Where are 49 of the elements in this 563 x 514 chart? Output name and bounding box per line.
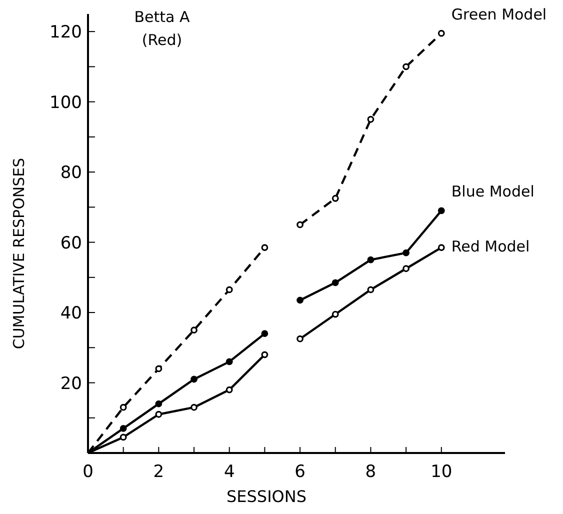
x-axis-title: SESSIONS: [226, 487, 307, 506]
point: [155, 400, 162, 408]
point: [332, 194, 339, 202]
annotation: (Red): [142, 31, 182, 49]
point: [296, 335, 304, 342]
point: [367, 116, 374, 123]
point: [367, 286, 374, 294]
point: [155, 410, 162, 418]
point: [120, 424, 127, 432]
point: [226, 286, 233, 294]
point: [261, 244, 268, 251]
point: [226, 386, 233, 394]
point: [120, 404, 127, 411]
x-tick-label: 4: [224, 462, 235, 482]
series-label: Green Model: [451, 5, 547, 24]
x-tick-label: 8: [365, 462, 376, 482]
point: [402, 63, 410, 70]
y-tick-label: 80: [60, 163, 82, 184]
x-tick-label: 0: [82, 462, 94, 482]
y-tick-label: 120: [50, 22, 82, 43]
annotation: Betta A: [134, 8, 190, 26]
point: [296, 221, 304, 228]
point: [190, 326, 198, 334]
x-tick-label: 6: [294, 462, 306, 482]
point: [261, 330, 268, 338]
point: [296, 296, 304, 304]
point: [438, 30, 445, 37]
point: [226, 358, 233, 366]
point: [438, 244, 445, 251]
x-tick-label: 10: [430, 462, 452, 482]
point: [155, 365, 162, 372]
point: [367, 256, 374, 264]
y-tick-label: 20: [60, 374, 82, 394]
point: [332, 279, 339, 286]
y-tick-label: 40: [60, 304, 82, 324]
y-axis-title: CUMULATIVE RESPONSES: [10, 158, 28, 350]
point: [190, 376, 198, 383]
point: [332, 310, 339, 318]
series-label: Blue Model: [451, 182, 534, 201]
series-label: Red Model: [451, 238, 530, 256]
point: [438, 207, 445, 214]
point: [190, 404, 198, 411]
point: [402, 265, 410, 272]
point: [120, 434, 127, 441]
y-tick-label: 100: [50, 92, 82, 113]
point: [261, 351, 268, 358]
x-tick-label: 2: [153, 462, 164, 482]
y-tick-label: 60: [60, 233, 82, 254]
point: [402, 249, 410, 256]
